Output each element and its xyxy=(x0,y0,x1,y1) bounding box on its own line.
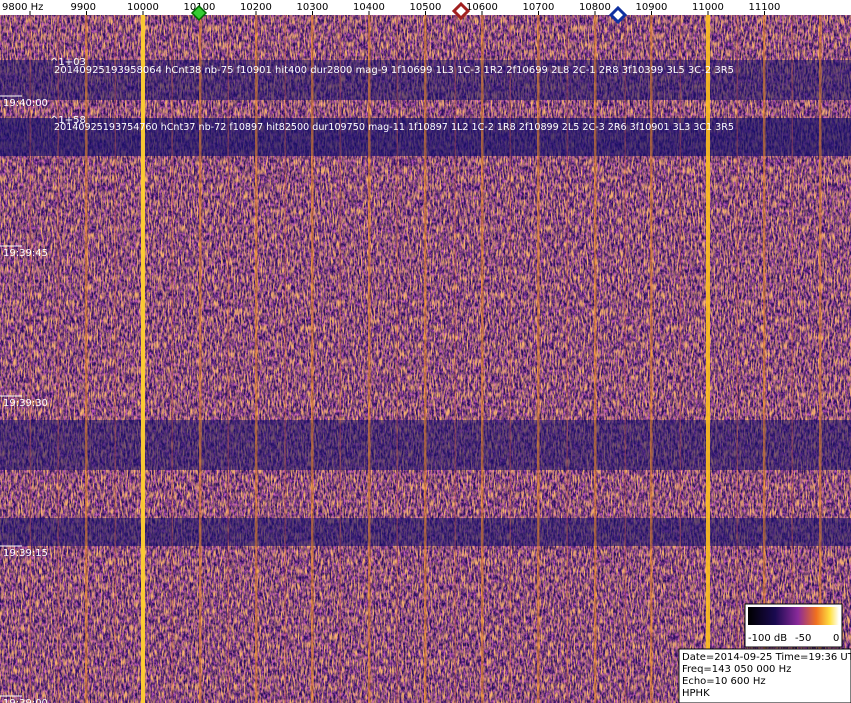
tick-label: 10200 xyxy=(240,2,272,13)
annotation-text: 20140925193958064 hCnt38 nb-75 f10901 hi… xyxy=(54,65,734,76)
signal-line xyxy=(284,15,286,703)
color-scale-label: 0 xyxy=(833,633,839,644)
time-labels: 19:40:00 19:39:45 19:39:30 19:39:15 19:39:00 xyxy=(0,95,48,703)
time-label: 19:40:00 xyxy=(3,98,48,109)
marker-red[interactable] xyxy=(451,1,471,21)
annotation-tag: ^1+58 xyxy=(50,115,86,126)
signal-line xyxy=(537,15,540,703)
tick-label: 10400 xyxy=(353,2,385,13)
markers xyxy=(190,1,628,25)
tick-label: 11000 xyxy=(692,2,724,13)
annotation-text: 20140925193754760 hCnt37 nb-72 f10897 hi… xyxy=(54,122,734,133)
signal-line xyxy=(509,15,511,703)
signal-line xyxy=(679,15,681,703)
signal-line xyxy=(255,15,258,703)
info-box-bg xyxy=(678,648,851,703)
signal-line xyxy=(706,15,710,703)
info-line: Date=2014-09-25 Time=19:36 UTC xyxy=(682,652,851,663)
time-label: 19:39:45 xyxy=(3,248,48,259)
tick-label: 9900 xyxy=(71,2,96,13)
tick-label: 10600 xyxy=(466,2,498,13)
signal-line xyxy=(624,15,626,703)
signal-line xyxy=(396,15,398,703)
color-scale-label: -100 dB xyxy=(748,633,787,644)
signal-lines xyxy=(29,15,822,703)
signal-line xyxy=(650,15,653,703)
signal-line xyxy=(736,15,738,703)
tick-label: 10800 xyxy=(579,2,611,13)
tick-label: 11100 xyxy=(749,2,781,13)
signal-line xyxy=(819,15,822,703)
time-label: 19:39:00 xyxy=(3,698,48,703)
color-scale: -100 dB -50 0 xyxy=(744,603,843,648)
signal-line xyxy=(763,15,766,703)
annotation-tag: ^1+03 xyxy=(50,57,86,68)
marker-green[interactable] xyxy=(190,4,208,22)
frequency-axis-bar xyxy=(0,0,851,15)
tick-label: 9800 Hz xyxy=(2,2,43,13)
tick-label: 10700 xyxy=(523,2,555,13)
signal-line xyxy=(199,15,202,703)
signal-line xyxy=(85,15,88,703)
info-line: Freq=143 050 000 Hz xyxy=(682,664,791,675)
signal-line xyxy=(141,15,145,703)
signal-line xyxy=(171,15,173,703)
tick-label: 10900 xyxy=(636,2,668,13)
signal-line xyxy=(227,15,229,703)
info-line: HPHK xyxy=(682,688,710,699)
signal-line xyxy=(339,15,341,703)
time-label: 19:39:30 xyxy=(3,398,48,409)
signal-line xyxy=(424,15,427,703)
color-scale-label: -50 xyxy=(795,633,811,644)
signal-line xyxy=(454,15,456,703)
signal-line xyxy=(481,15,484,703)
tick-label: 10500 xyxy=(410,2,442,13)
tick-label: 10000 xyxy=(127,2,159,13)
signal-line xyxy=(311,15,314,703)
signal-line xyxy=(57,15,59,703)
signal-line xyxy=(114,15,116,703)
signal-line xyxy=(368,15,371,703)
signal-line xyxy=(566,15,568,703)
info-line: Echo=10 600 Hz xyxy=(682,676,766,687)
signal-line xyxy=(594,15,597,703)
tick-label: 10300 xyxy=(297,2,329,13)
signal-line xyxy=(791,15,793,703)
signal-line xyxy=(29,15,31,703)
color-scale-gradient xyxy=(748,607,839,625)
time-label: 19:39:15 xyxy=(3,548,48,559)
marker-blue[interactable] xyxy=(608,5,628,25)
